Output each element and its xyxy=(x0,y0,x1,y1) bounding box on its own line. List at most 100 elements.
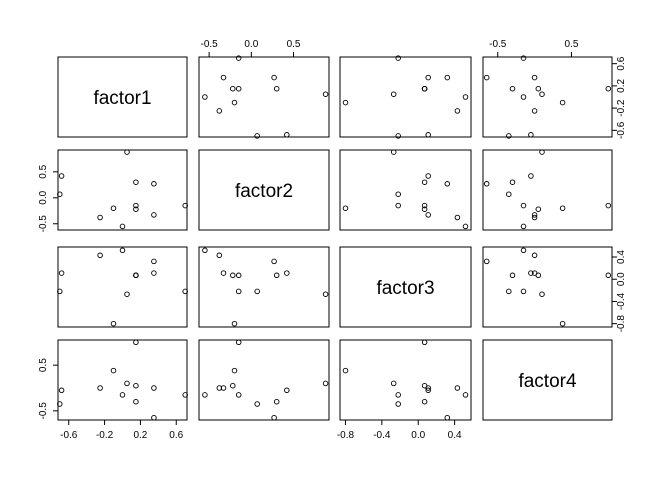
point-factor1-vs-factor4-2 xyxy=(528,132,534,138)
point-factor1-vs-factor4-4 xyxy=(559,99,566,106)
tick-label-y-factor2-0: -0.5 xyxy=(38,215,49,233)
point-factor1-vs-factor2-3 xyxy=(216,108,223,114)
panel-frame-factor1-factor4 xyxy=(482,56,613,138)
point-factor1-vs-factor2-0 xyxy=(235,55,242,61)
point-factor2-vs-factor1-9 xyxy=(151,212,157,218)
point-factor3-vs-factor2-11 xyxy=(273,272,280,279)
panel-frame-factor1-factor3 xyxy=(339,56,472,138)
point-factor4-vs-factor3-9 xyxy=(425,385,431,391)
point-factor1-vs-factor4-9 xyxy=(531,74,538,81)
tick-label-y-factor3-3: 0.4 xyxy=(616,250,627,264)
point-factor4-vs-factor2-4 xyxy=(231,367,238,374)
point-factor4-vs-factor1-4 xyxy=(110,367,117,374)
tick-label-y-factor1-3: 0.6 xyxy=(616,56,627,70)
point-factor3-vs-factor2-5 xyxy=(322,291,329,297)
point-factor4-vs-factor1-11 xyxy=(133,398,139,405)
tick-label-y-factor1-1: -0.2 xyxy=(616,99,627,117)
point-factor2-vs-factor3-3 xyxy=(454,214,461,221)
point-factor1-vs-factor3-10 xyxy=(444,74,451,81)
point-factor1-vs-factor4-1 xyxy=(506,133,512,139)
point-factor4-vs-factor2-8 xyxy=(230,382,236,389)
point-factor4-vs-factor2-1 xyxy=(254,401,260,407)
panel-frame-factor3-factor2 xyxy=(198,246,330,328)
point-factor4-vs-factor3-1 xyxy=(395,401,401,407)
point-factor1-vs-factor4-3 xyxy=(531,108,538,114)
point-factor3-vs-factor2-10 xyxy=(271,258,277,265)
panel-frame-factor2-factor1 xyxy=(57,149,188,231)
point-factor4-vs-factor2-11 xyxy=(273,398,280,405)
point-factor3-vs-factor1-3 xyxy=(97,252,103,259)
point-factor1-vs-factor3-5 xyxy=(390,91,397,97)
point-factor2-vs-factor1-10 xyxy=(151,181,157,187)
point-factor4-vs-factor3-10 xyxy=(444,414,451,421)
point-factor4-vs-factor3-2 xyxy=(425,387,431,394)
point-factor3-vs-factor1-0 xyxy=(182,288,188,295)
point-factor4-vs-factor1-6 xyxy=(119,392,126,398)
point-factor4-vs-factor2-2 xyxy=(284,387,290,394)
point-factor2-vs-factor3-0 xyxy=(395,202,401,209)
tick-label-y-factor3-0: -0.8 xyxy=(616,315,627,333)
tick-label-x-factor3-3: 0.4 xyxy=(448,430,462,441)
point-factor2-vs-factor1-7 xyxy=(133,202,139,209)
point-factor3-vs-factor4-0 xyxy=(520,288,527,295)
tick-label-x-factor2-0: -0.5 xyxy=(201,39,219,50)
point-factor1-vs-factor2-8 xyxy=(230,85,236,92)
point-factor1-vs-factor4-6 xyxy=(520,94,527,100)
point-factor2-vs-factor3-6 xyxy=(462,223,469,230)
point-factor3-vs-factor2-7 xyxy=(235,272,242,279)
point-factor2-vs-factor3-1 xyxy=(395,191,401,197)
tick-label-x-factor3-0: -0.8 xyxy=(337,430,355,441)
point-factor3-vs-factor1-6 xyxy=(119,247,126,254)
panel-frame-factor1-factor1 xyxy=(57,56,188,138)
point-factor4-vs-factor3-0 xyxy=(395,392,401,398)
point-factor2-vs-factor4-1 xyxy=(506,191,512,197)
point-factor2-vs-factor1-8 xyxy=(133,206,139,212)
point-factor1-vs-factor3-3 xyxy=(454,108,461,114)
panel-frame-factor4-factor3 xyxy=(339,339,472,421)
point-factor1-vs-factor3-1 xyxy=(395,133,401,139)
point-factor4-vs-factor1-2 xyxy=(58,387,65,394)
point-factor4-vs-factor2-6 xyxy=(202,392,208,398)
point-factor2-vs-factor1-6 xyxy=(119,223,126,230)
point-factor2-vs-factor4-6 xyxy=(520,223,527,230)
point-factor2-vs-factor4-3 xyxy=(531,214,538,221)
tick-label-y-factor4-1: 0.5 xyxy=(38,358,49,372)
point-factor2-vs-factor3-4 xyxy=(342,205,349,211)
point-factor1-vs-factor2-9 xyxy=(220,74,227,81)
tick-label-x-factor4-0: -0.5 xyxy=(489,39,507,50)
point-factor3-vs-factor1-5 xyxy=(124,291,130,297)
panel-frame-factor2-factor2 xyxy=(198,149,330,231)
point-factor4-vs-factor1-0 xyxy=(182,392,188,398)
point-factor2-vs-factor1-11 xyxy=(133,179,139,185)
point-factor3-vs-factor1-9 xyxy=(151,270,157,276)
point-factor2-vs-factor4-7 xyxy=(605,202,612,209)
panel-frame-factor4-factor4 xyxy=(482,339,613,421)
tick-label-x-factor1-0: -0.6 xyxy=(60,430,78,441)
point-factor2-vs-factor3-7 xyxy=(421,202,428,209)
tick-label-y-factor3-1: -0.4 xyxy=(616,292,627,310)
diagonal-label-factor3: factor3 xyxy=(376,278,434,299)
point-factor1-vs-factor4-0 xyxy=(520,55,527,61)
panel-frame-factor4-factor1 xyxy=(57,339,188,421)
point-factor4-vs-factor1-8 xyxy=(133,382,139,389)
tick-label-x-factor1-3: 0.6 xyxy=(169,430,183,441)
point-factor2-vs-factor4-0 xyxy=(520,202,527,209)
point-factor1-vs-factor4-11 xyxy=(509,85,516,92)
point-factor3-vs-factor4-5 xyxy=(539,291,545,297)
point-factor3-vs-factor4-4 xyxy=(559,320,566,327)
point-factor4-vs-factor1-7 xyxy=(133,339,139,346)
diagonal-label-factor4: factor4 xyxy=(518,371,577,392)
point-factor3-vs-factor1-1 xyxy=(57,288,63,295)
diagonal-label-factor2: factor2 xyxy=(235,181,293,202)
point-factor2-vs-factor4-10 xyxy=(483,181,490,187)
point-factor3-vs-factor2-9 xyxy=(220,270,227,276)
point-factor3-vs-factor4-1 xyxy=(506,288,512,295)
point-factor1-vs-factor2-10 xyxy=(271,74,277,81)
panel-frame-factor4-factor2 xyxy=(198,339,330,421)
tick-label-y-factor4-0: -0.5 xyxy=(38,402,49,420)
point-factor2-vs-factor1-3 xyxy=(97,214,103,221)
tick-label-y-factor2-1: 0.0 xyxy=(38,190,49,204)
diagonal-label-factor1: factor1 xyxy=(93,88,151,109)
point-factor3-vs-factor2-0 xyxy=(235,288,242,295)
point-factor4-vs-factor3-3 xyxy=(454,385,461,391)
